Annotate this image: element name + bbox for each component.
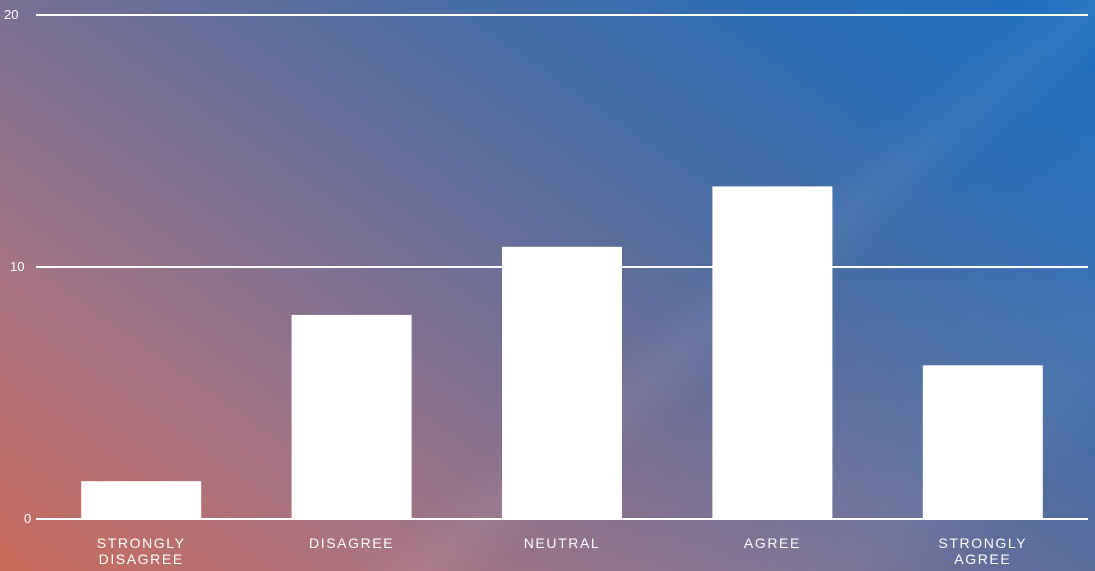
category-label-neutral: NEUTRAL: [524, 535, 601, 551]
category-label-agree: AGREE: [744, 535, 801, 551]
y-tick-label-10: 10: [10, 259, 24, 274]
category-label-line: AGREE: [954, 551, 1011, 567]
category-label-line: STRONGLY: [938, 535, 1027, 551]
category-label-line: DISAGREE: [99, 551, 184, 567]
bar-strongly-agree: [922, 365, 1043, 519]
y-tick-label-20: 20: [4, 7, 18, 22]
bar-disagree: [291, 314, 412, 519]
category-label-strongly-disagree: STRONGLY DISAGREE: [97, 535, 186, 567]
category-label-line: NEUTRAL: [524, 535, 601, 551]
category-label-line: AGREE: [744, 535, 801, 551]
bar-strongly-disagree: [81, 481, 202, 519]
y-tick-labels: 20 10 0: [4, 7, 31, 526]
category-label-line: STRONGLY: [97, 535, 186, 551]
y-tick-label-0: 0: [24, 511, 31, 526]
category-label-line: DISAGREE: [309, 535, 394, 551]
bar-neutral: [502, 246, 622, 520]
bar-agree: [712, 186, 833, 519]
category-label-strongly-agree: STRONGLY AGREE: [938, 535, 1027, 567]
bars: [81, 186, 1043, 520]
category-label-disagree: DISAGREE: [309, 535, 394, 551]
